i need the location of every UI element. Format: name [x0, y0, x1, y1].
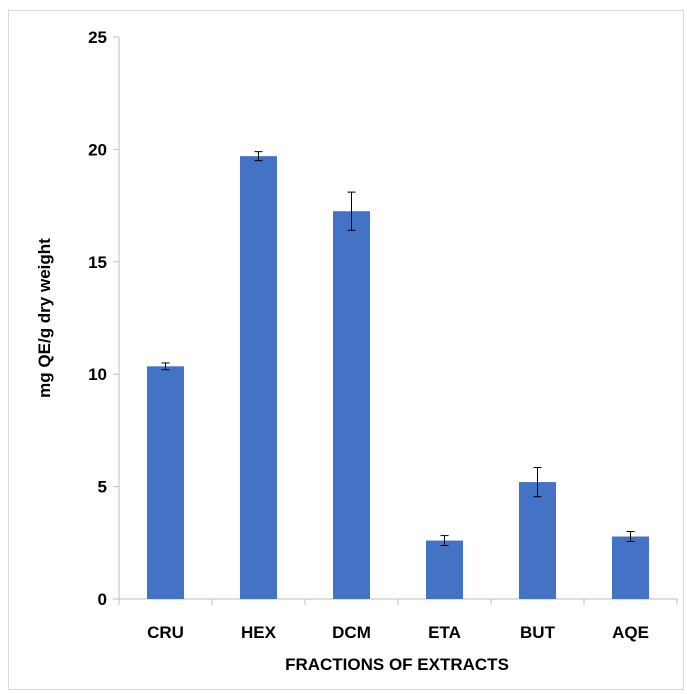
bar-hex — [240, 156, 277, 600]
bar-dcm — [333, 211, 370, 599]
y-axis-label: mg QE/g dry weight — [35, 238, 54, 398]
y-tick-label: 15 — [88, 253, 107, 272]
x-tick-label-hex: HEX — [241, 623, 277, 642]
bar-eta — [426, 540, 463, 599]
x-axis-label: FRACTIONS OF EXTRACTS — [285, 655, 509, 674]
y-tick-label: 10 — [88, 365, 107, 384]
x-tick-label-but: BUT — [520, 623, 556, 642]
x-tick-label-eta: ETA — [428, 623, 461, 642]
bar-but — [519, 482, 556, 599]
x-tick-labels: CRU HEX DCM ETA BUT AQE — [147, 623, 649, 642]
axes — [113, 36, 678, 605]
x-tick-label-cru: CRU — [147, 623, 184, 642]
error-bars — [161, 151, 635, 546]
y-tick-label: 0 — [98, 590, 107, 609]
bar-aqe — [612, 536, 649, 599]
x-tick-label-aqe: AQE — [612, 623, 649, 642]
bar-cru — [147, 366, 184, 599]
y-tick-label: 25 — [88, 28, 107, 47]
x-tick-label-dcm: DCM — [332, 623, 371, 642]
bars — [147, 156, 649, 600]
y-tick-labels: 0 5 10 15 20 25 — [88, 28, 107, 609]
y-tick-label: 5 — [98, 478, 107, 497]
y-tick-label: 20 — [88, 140, 107, 159]
